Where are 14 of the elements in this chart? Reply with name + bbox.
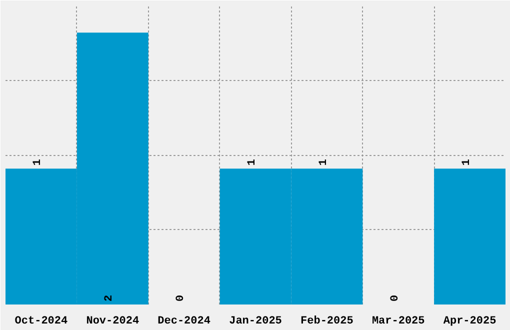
data-label: 2 [104,294,116,302]
x-tick-label: Nov-2024 [86,316,140,328]
data-label: 1 [460,158,473,166]
data-label: 1 [246,158,258,166]
x-tick-label: Mar-2025 [372,316,426,328]
data-label: 0 [389,294,402,302]
x-tick-label: Oct-2024 [14,316,68,328]
data-label: 1 [32,158,44,166]
data-label: 0 [175,294,188,302]
data-label: 1 [318,158,330,166]
x-tick-label: Jan-2025 [229,316,282,328]
x-tick-label: Feb-2025 [300,316,354,328]
x-tick-label: Apr-2025 [443,316,497,328]
x-tick-label: Dec-2024 [158,316,211,328]
